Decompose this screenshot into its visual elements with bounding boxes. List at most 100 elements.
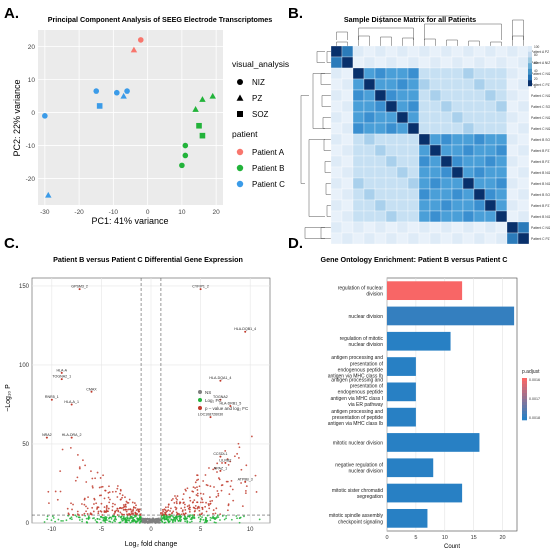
dendrogram-branch	[322, 117, 331, 129]
heatmap-cell	[396, 144, 409, 157]
volcano-point	[204, 474, 207, 476]
pca-xtick-label: 10	[178, 209, 186, 216]
heatmap-cell	[385, 67, 398, 80]
volcano-point	[52, 517, 55, 519]
volcano-ytick-label: 0	[26, 521, 30, 527]
volcano-gene-label: HLA-DQB1_4	[234, 327, 256, 331]
volcano-point	[201, 506, 204, 509]
volcano-point	[74, 514, 77, 517]
volcano-point	[221, 515, 224, 517]
volcano-point	[96, 508, 98, 510]
volcano-point	[98, 486, 101, 489]
heatmap-cell	[506, 155, 519, 168]
heatmap-cell	[407, 122, 420, 135]
heatmap-cell	[506, 232, 519, 245]
volcano-point	[186, 515, 189, 518]
volcano-ytick-label: 150	[19, 284, 30, 290]
volcano-point	[208, 496, 211, 499]
volcano-point	[106, 510, 109, 513]
heatmap-cell	[440, 78, 453, 91]
heatmap-cell	[396, 210, 409, 223]
volcano-point	[54, 520, 57, 523]
heatmap-cell	[440, 100, 453, 113]
heatmap-cell	[352, 188, 365, 201]
volcano-point	[201, 512, 203, 515]
heatmap-colorbar-tick: 80	[534, 53, 538, 57]
heatmap-cell	[363, 78, 376, 91]
volcano-point	[126, 508, 128, 511]
heatmap-cell	[330, 89, 343, 102]
pca-point	[209, 92, 216, 99]
heatmap-cell	[330, 122, 343, 135]
heatmap-cell	[418, 210, 431, 223]
volcano-point	[217, 492, 220, 495]
heatmap-cell	[429, 100, 442, 113]
volcano-point	[165, 513, 168, 516]
volcano-point	[174, 495, 176, 497]
volcano-point	[117, 510, 120, 513]
volcano-point	[202, 493, 205, 495]
dendrogram-branch	[380, 15, 469, 24]
heatmap-cell	[374, 166, 387, 179]
heatmap-cell	[484, 232, 497, 245]
heatmap-cell	[484, 67, 497, 80]
volcano-point	[199, 501, 202, 504]
go-colorbar-segment	[522, 411, 527, 415]
volcano-gene-label: NPAZ_1	[214, 466, 227, 470]
volcano-point	[128, 519, 131, 522]
volcano-labeled-point	[45, 436, 48, 439]
heatmap-cell	[462, 67, 475, 80]
heatmap-cell	[363, 155, 376, 168]
pca-legend-shape-title: visual_analysis	[232, 59, 289, 69]
heatmap-cell	[330, 56, 343, 69]
volcano-point	[239, 517, 241, 519]
go-category-label: antigen processing and presentation of end…	[330, 377, 383, 408]
heatmap-cell	[462, 144, 475, 157]
heatmap-cell	[407, 111, 420, 124]
heatmap-cell	[385, 232, 398, 245]
heatmap-cell	[352, 122, 365, 135]
volcano-point	[244, 490, 247, 492]
volcano-point	[250, 435, 253, 438]
volcano-point	[96, 471, 99, 474]
heatmap-cell	[429, 122, 442, 135]
volcano-point	[129, 521, 132, 524]
heatmap-cell	[418, 89, 431, 102]
heatmap-cell	[473, 78, 486, 91]
heatmap-cell	[506, 133, 519, 146]
volcano-point	[84, 514, 87, 517]
volcano-point	[238, 521, 241, 524]
heatmap-cell	[451, 78, 464, 91]
volcano-point	[59, 490, 62, 493]
heatmap-cell	[363, 166, 376, 179]
heatmap-cell	[506, 188, 519, 201]
heatmap-cell	[374, 111, 387, 124]
volcano-point	[199, 492, 202, 495]
heatmap-cell	[374, 221, 387, 234]
heatmap-cell	[473, 100, 486, 113]
heatmap-cell	[341, 144, 354, 157]
heatmap-cell	[407, 155, 420, 168]
volcano-point	[72, 514, 75, 516]
heatmap-cell	[352, 166, 365, 179]
heatmap-cell	[440, 111, 453, 124]
volcano-point	[74, 479, 77, 482]
volcano-point	[196, 501, 198, 504]
volcano-point	[90, 513, 93, 516]
volcano-labeled-point	[78, 288, 81, 291]
volcano-point	[115, 518, 118, 521]
volcano-point	[116, 507, 119, 510]
volcano-point	[145, 521, 148, 524]
heatmap-cell	[484, 78, 497, 91]
volcano-point	[163, 508, 166, 511]
volcano-point	[72, 503, 74, 506]
volcano-point	[139, 518, 142, 521]
heatmap-cell	[385, 166, 398, 179]
heatmap-cell	[363, 122, 376, 135]
volcano-point	[241, 505, 244, 508]
volcano-point	[221, 484, 224, 486]
volcano-point	[76, 510, 79, 513]
volcano-point	[204, 505, 207, 508]
volcano-point	[84, 464, 87, 467]
volcano-point	[151, 517, 154, 520]
